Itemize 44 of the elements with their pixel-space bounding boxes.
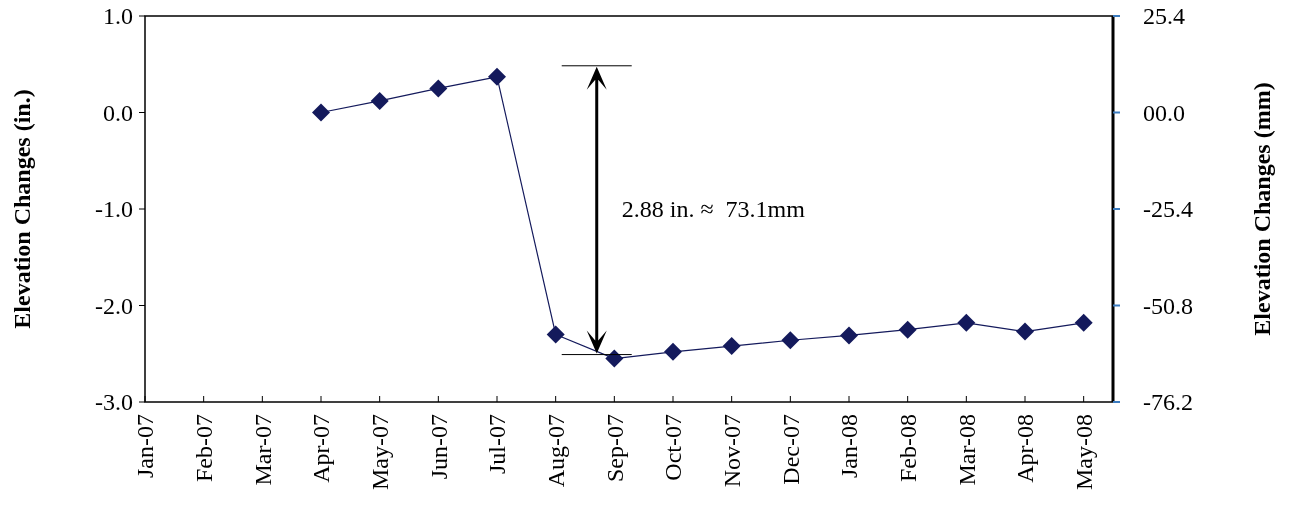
y2-axis-title: Elevation Changes (mm) [1249,82,1275,336]
point [840,326,858,345]
point [429,79,448,98]
point [370,91,389,110]
y-tick-label: 1.0 [103,3,133,30]
x-tick-label: May-08 [1071,414,1098,490]
x-tick-label: Apr-07 [308,414,335,483]
x-tick-label: Jan-07 [132,414,159,478]
x-tick-label: Mar-08 [953,414,980,486]
point [781,331,800,350]
x-tick-label: Jan-08 [836,414,863,478]
point [1074,313,1093,332]
point [312,103,330,122]
y-axis-title: Elevation Changes (in.) [9,89,35,329]
point [664,342,682,361]
y2-tick-label: -76.2 [1143,389,1193,416]
annotation: 2.88 in. ≈ 73.1mm [621,196,806,223]
point [1016,322,1034,341]
y-tick-label: 0.0 [103,99,133,126]
y2-tick-label: 25.4 [1143,3,1185,30]
x-tick-label: Aug-07 [543,414,570,488]
y-tick-label: -1.0 [95,196,133,223]
y2-tick-label: -50.8 [1143,292,1193,319]
y2-tick-label: 00.0 [1143,99,1185,126]
point [722,337,741,356]
point [898,320,917,339]
y2-tick-label: -25.4 [1143,196,1193,223]
point [957,313,976,332]
point [488,67,506,86]
x-tick-label: Apr-08 [1012,414,1039,483]
point [605,349,624,368]
x-tick-label: May-07 [367,414,394,490]
x-tick-label: Jun-07 [425,414,452,480]
x-tick-label: Feb-07 [191,414,218,482]
y-tick-label: -3.0 [95,389,133,416]
point [546,325,565,344]
y-tick-label: -2.0 [95,292,133,319]
x-tick-label: Dec-07 [777,414,804,485]
x-tick-label: Nov-07 [719,414,746,488]
x-tick-label: Jul-07 [484,414,511,474]
x-tick-label: Mar-07 [249,414,276,486]
x-tick-label: Sep-07 [601,414,628,482]
x-tick-label: Feb-08 [895,414,922,482]
x-tick-label: Oct-07 [660,414,687,481]
